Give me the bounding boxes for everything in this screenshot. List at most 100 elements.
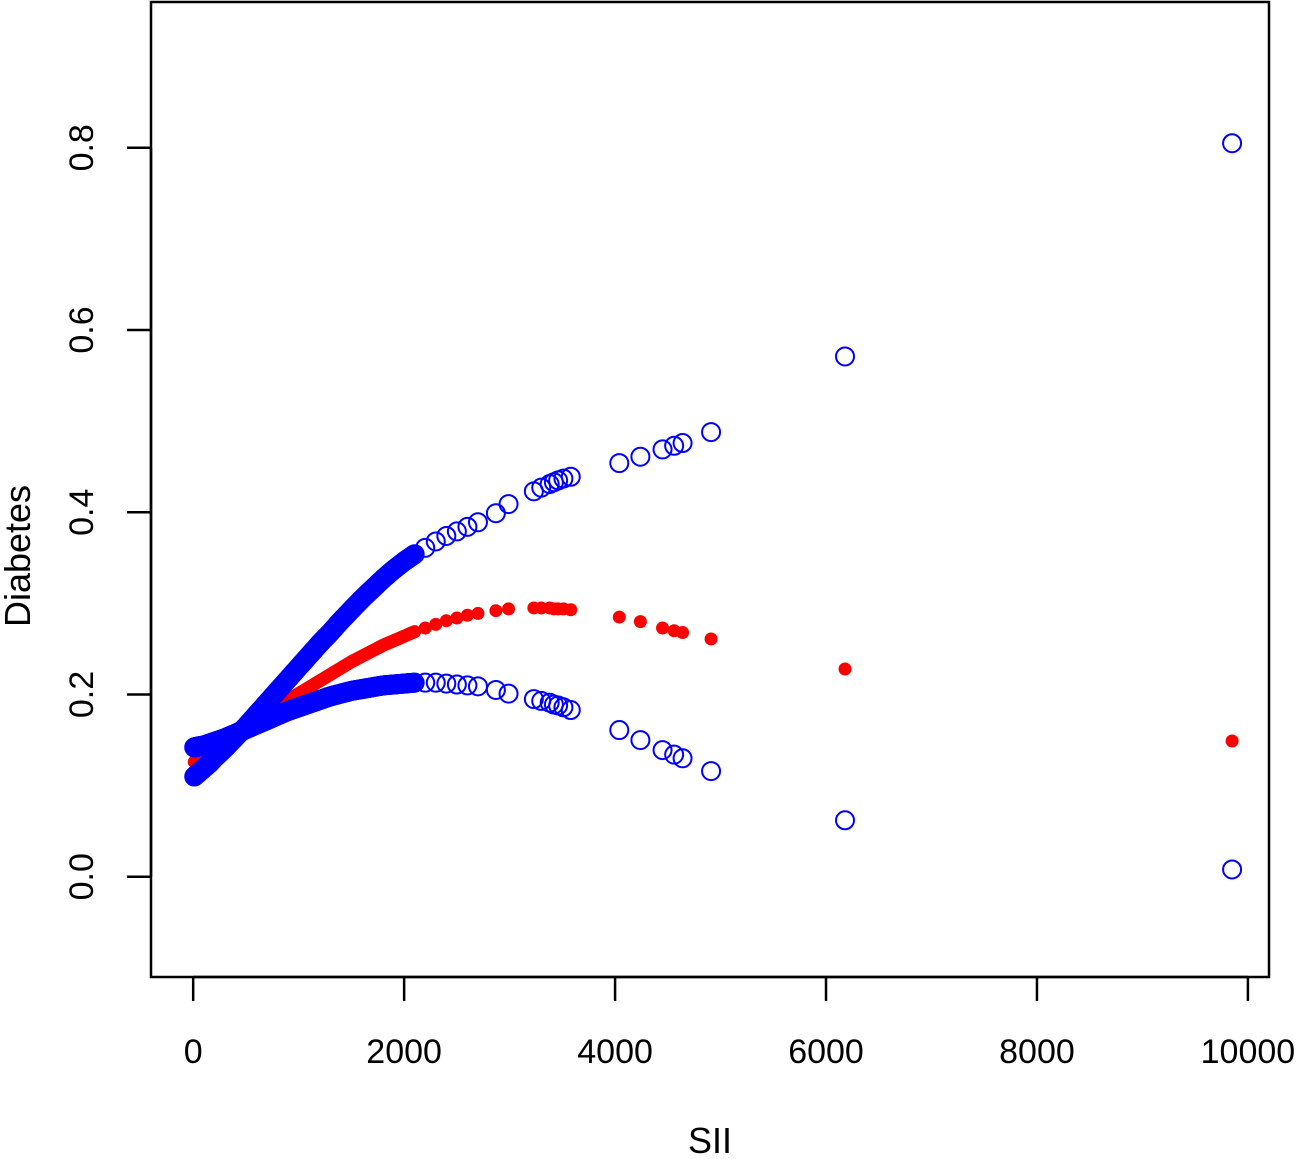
data-point [1225,734,1239,748]
data-point [330,610,351,631]
data-point [320,686,341,707]
data-point [498,494,519,515]
data-point [330,683,351,704]
data-point [383,674,404,695]
data-point [387,634,401,648]
data-point [436,673,457,694]
data-point [199,753,220,774]
data-point [652,439,673,460]
data-point [415,537,436,558]
data-point [302,680,316,694]
x-tick-label: 0 [184,1033,203,1071]
data-point [288,657,309,678]
data-point [246,714,267,735]
data-point [394,551,415,572]
x-tick-label: 6000 [788,1033,864,1071]
data-points [184,133,1243,880]
data-point [351,679,372,700]
data-point [656,621,670,635]
data-point [278,700,299,721]
data-point [323,667,337,681]
data-point [609,720,630,741]
data-point [397,629,411,643]
data-point [553,468,574,489]
data-point [471,606,485,620]
data-point [408,625,422,639]
data-point [560,466,581,487]
data-point [564,603,578,617]
data-point [672,433,693,454]
data-point [1222,859,1243,880]
data-point [652,740,673,761]
data-point [446,674,467,695]
data-point [309,689,330,710]
data-point [498,683,519,704]
data-point [334,661,348,675]
data-point [344,655,358,669]
data-point [838,662,852,676]
data-point [309,633,330,654]
data-point [439,614,453,628]
data-point [701,761,722,782]
data-point [313,674,327,688]
data-point [523,689,544,710]
data-point [404,544,425,565]
data-point [373,675,394,696]
data-point [457,675,478,696]
data-point [835,810,856,831]
y-axis: 0.0 0.2 0.4 0.6 0.8 [63,124,153,900]
data-point [404,672,425,693]
y-tick-label: 0.0 [63,853,101,900]
data-point [609,453,630,474]
data-point [355,649,369,663]
data-point [257,710,278,731]
data-point [633,615,647,629]
data-point [450,611,464,625]
data-point [630,446,651,467]
data-point [460,608,474,622]
data-point [341,680,362,701]
x-tick-label: 8000 [999,1033,1075,1071]
y-tick-label: 0.8 [63,124,101,171]
data-point [418,621,432,635]
data-point [193,758,214,779]
data-point [502,602,516,616]
data-point [204,731,225,752]
data-point [489,604,503,618]
data-point [351,588,372,609]
data-point [320,622,341,643]
series-3 [184,672,1243,880]
x-tick-label: 10000 [1201,1033,1296,1071]
data-point [835,346,856,367]
data-point [214,728,235,749]
data-point [630,730,651,751]
data-point [672,748,693,769]
y-tick-label: 0.4 [63,489,101,536]
data-point [467,512,488,533]
x-axis-title: SII [688,1120,732,1159]
data-point [701,422,722,443]
x-tick-label: 2000 [366,1033,442,1071]
data-point [362,578,383,599]
data-point [299,693,320,714]
data-point [457,516,478,537]
y-tick-label: 0.6 [63,306,101,353]
plot-frame [149,0,1271,979]
data-point [365,644,379,658]
data-point [425,531,446,552]
data-point [362,677,383,698]
data-point [429,617,443,631]
data-point [425,672,446,693]
data-point [267,705,288,726]
data-point [664,435,685,456]
data-point [267,680,288,701]
data-point [341,599,362,620]
data-point [394,673,415,694]
data-point [467,676,488,697]
data-point [376,638,390,652]
data-point [288,697,309,718]
data-point [612,610,626,624]
x-tick-label: 4000 [577,1033,653,1071]
data-point [676,626,690,640]
